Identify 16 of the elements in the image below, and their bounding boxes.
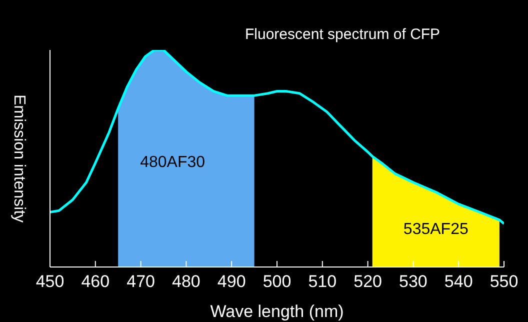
x-tick-label: 460 [81, 272, 110, 292]
x-tick-label: 550 [490, 272, 518, 292]
x-axis-title: Wave length (nm) [210, 302, 344, 321]
x-tick-label: 500 [262, 272, 292, 292]
x-tick-label: 480 [172, 272, 200, 292]
y-axis-title: Emission intensity [10, 94, 28, 223]
x-tick-label: 490 [217, 272, 246, 292]
series-label: 535AF25 [403, 220, 468, 238]
x-tick-label: 510 [308, 272, 337, 292]
x-tick-label: 470 [126, 272, 155, 292]
x-tick-label: 520 [354, 272, 382, 292]
chart-title: Fluorescent spectrum of CFP [245, 26, 440, 43]
x-tick-label: 540 [444, 272, 473, 292]
series-label: 480AF30 [140, 154, 206, 172]
x-tick-label: 450 [36, 272, 64, 292]
x-tick-label: 530 [399, 272, 428, 292]
